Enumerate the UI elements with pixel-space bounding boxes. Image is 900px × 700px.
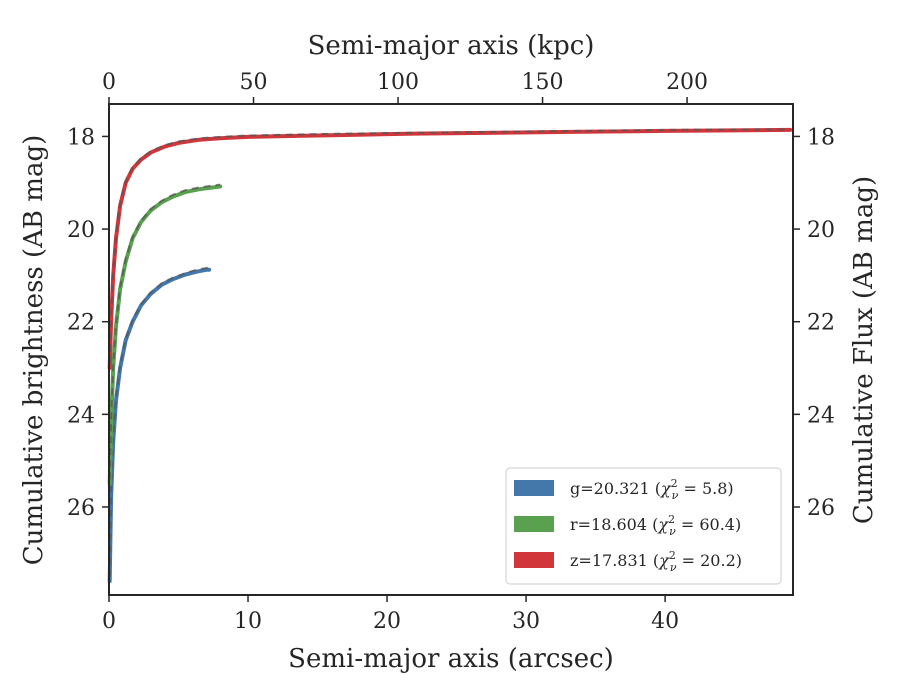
y-tick-label-0: 18: [67, 125, 95, 150]
y-right-axis-label: Cumulative Flux (AB mag): [849, 176, 879, 524]
x-top-tick-label-0: 0: [102, 70, 116, 95]
series-line-0: [107, 267, 212, 584]
model-line-2: [108, 128, 791, 364]
y-tick-label-1: 20: [67, 218, 95, 243]
legend-label-0: g=20.321 (χ2 ν = 5.8): [570, 477, 734, 502]
x-top-tick-label-3: 150: [522, 70, 564, 95]
series-layer: [107, 127, 793, 584]
plot-frame: [108, 103, 794, 596]
x-tick-label-3: 30: [512, 609, 540, 634]
y-tick-label-2: 22: [67, 311, 95, 336]
legend-swatch-0: [514, 480, 554, 496]
series-line-2: [107, 127, 793, 370]
model-line-1: [108, 183, 221, 480]
y-axis-label: Cumulative brightness (AB mag): [19, 135, 49, 566]
y-right-tick-label-3: 24: [807, 403, 835, 428]
legend-swatch-1: [514, 516, 554, 532]
ticks-layer: 0 10 20 30 40 0 50 100 150 200 18 18 20 20 22 22 24 24 26 2…: [67, 70, 835, 634]
legend-frame: [505, 467, 782, 585]
x-top-tick-label-1: 50: [240, 70, 268, 95]
y-tick-label-4: 26: [67, 496, 95, 521]
model-line-0: [108, 266, 210, 577]
x-axis-label: Semi-major axis (arcsec): [288, 644, 614, 674]
legend: g=20.321 (χ2 ν = 5.8) r=18.604 (χ2 ν = 60.4…: [505, 467, 782, 585]
x-top-axis-label: Semi-major axis (kpc): [308, 31, 595, 61]
x-top-tick-label-2: 100: [377, 70, 419, 95]
x-tick-label-1: 10: [234, 609, 262, 634]
legend-swatch-2: [514, 552, 554, 568]
x-tick-label-2: 20: [373, 609, 401, 634]
x-tick-label-0: 0: [102, 609, 116, 634]
x-top-tick-label-4: 200: [666, 70, 708, 95]
y-right-tick-label-4: 26: [807, 496, 835, 521]
legend-label-2: z=17.831 (χ2 ν = 20.2): [570, 549, 742, 574]
legend-label-1: r=18.604 (χ2 ν = 60.4): [570, 513, 741, 538]
y-right-tick-label-1: 20: [807, 218, 835, 243]
y-tick-label-3: 24: [67, 403, 95, 428]
y-right-tick-label-2: 22: [807, 311, 835, 336]
y-right-tick-label-0: 18: [807, 125, 835, 150]
x-tick-label-4: 40: [651, 609, 679, 634]
